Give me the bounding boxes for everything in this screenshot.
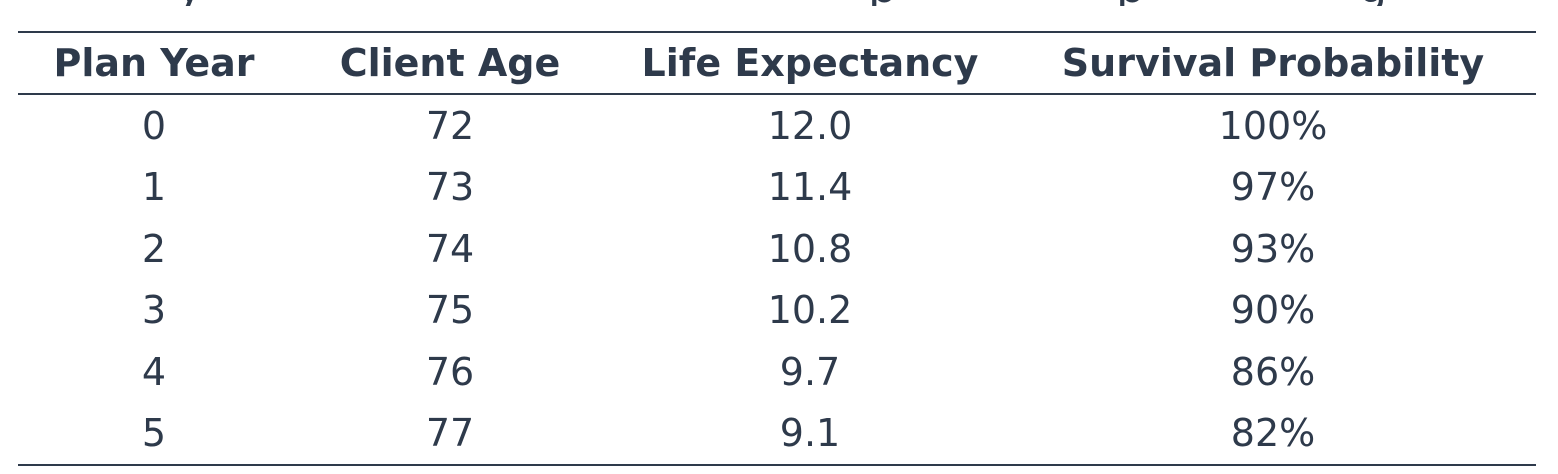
table-row: 5 77 9.1 82% xyxy=(18,403,1536,465)
table-row: 2 74 10.8 93% xyxy=(18,218,1536,280)
cropped-heading-fragment: y p p g xyxy=(0,0,1558,6)
cell-plan-year: 2 xyxy=(141,226,167,271)
cell-survival-probability: 100% xyxy=(1218,103,1328,148)
cell-life-expectancy: 11.4 xyxy=(767,165,853,210)
survival-table-container: Plan Year Client Age Life Expectancy Sur… xyxy=(18,31,1536,466)
cell-survival-probability: 93% xyxy=(1230,226,1316,271)
cell-client-age: 76 xyxy=(425,349,475,394)
cell-survival-probability: 97% xyxy=(1230,165,1316,210)
cropped-glyph: g xyxy=(1358,0,1387,6)
cell-life-expectancy: 12.0 xyxy=(767,103,853,148)
cell-plan-year: 1 xyxy=(141,165,167,210)
cell-client-age: 75 xyxy=(425,288,475,333)
cell-client-age: 73 xyxy=(425,165,475,210)
cropped-glyph: p xyxy=(1116,0,1145,6)
cell-life-expectancy: 9.7 xyxy=(779,349,841,394)
header-life-expectancy: Life Expectancy xyxy=(641,41,979,85)
cell-survival-probability: 82% xyxy=(1230,411,1316,456)
cell-client-age: 72 xyxy=(425,103,475,148)
cell-survival-probability: 90% xyxy=(1230,288,1316,333)
cell-plan-year: 5 xyxy=(141,411,167,456)
cell-life-expectancy: 10.2 xyxy=(767,288,853,333)
table-row: 3 75 10.2 90% xyxy=(18,280,1536,342)
cell-client-age: 77 xyxy=(425,411,475,456)
table-header-row: Plan Year Client Age Life Expectancy Sur… xyxy=(18,32,1536,94)
table-row: 0 72 12.0 100% xyxy=(18,94,1536,157)
cropped-glyph: p xyxy=(868,0,897,6)
cell-client-age: 74 xyxy=(425,226,475,271)
survival-table: Plan Year Client Age Life Expectancy Sur… xyxy=(18,31,1536,466)
header-plan-year: Plan Year xyxy=(53,41,255,85)
cell-plan-year: 3 xyxy=(141,288,167,333)
cropped-glyph: y xyxy=(176,0,203,6)
cell-life-expectancy: 9.1 xyxy=(779,411,841,456)
cell-plan-year: 4 xyxy=(141,349,167,394)
table-row: 4 76 9.7 86% xyxy=(18,341,1536,403)
header-survival-probability: Survival Probability xyxy=(1061,41,1485,85)
header-client-age: Client Age xyxy=(339,41,561,85)
cell-survival-probability: 86% xyxy=(1230,349,1316,394)
table-row: 1 73 11.4 97% xyxy=(18,157,1536,219)
cell-plan-year: 0 xyxy=(141,103,167,148)
cell-life-expectancy: 10.8 xyxy=(767,226,853,271)
